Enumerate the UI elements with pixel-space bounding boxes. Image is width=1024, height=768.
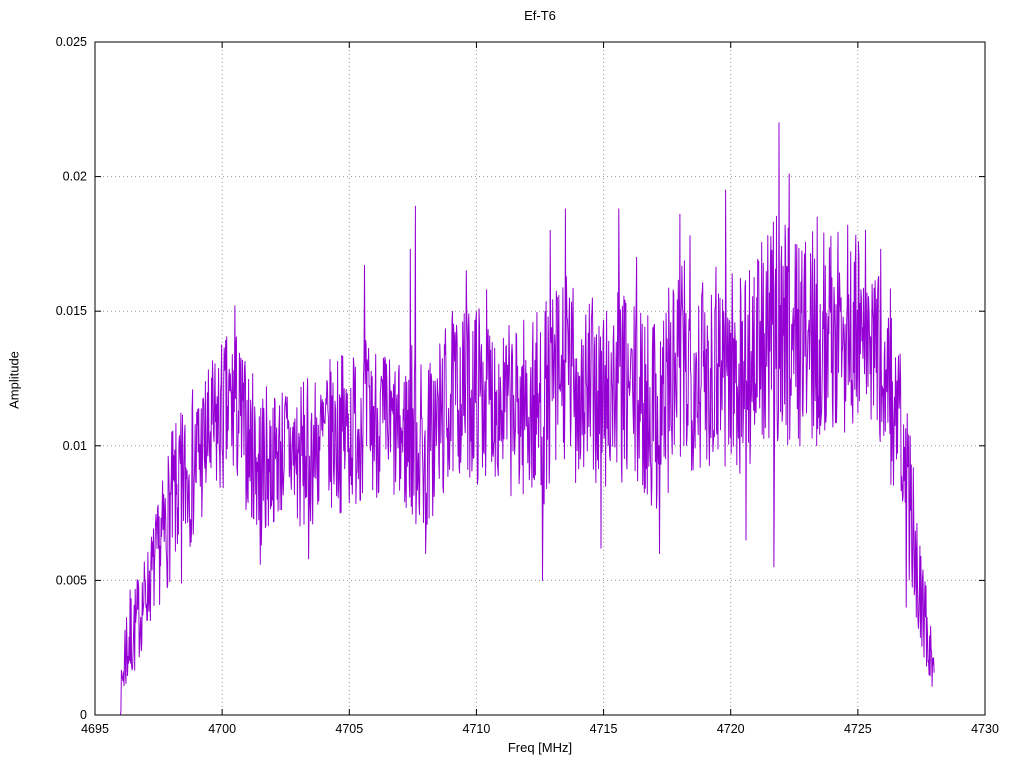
chart-title: Ef-T6: [524, 8, 556, 23]
x-tick-label: 4720: [717, 722, 745, 736]
y-tick-label: 0.005: [56, 573, 87, 587]
y-tick-label: 0.015: [56, 304, 87, 318]
y-tick-label: 0.01: [63, 439, 87, 453]
x-tick-label: 4730: [971, 722, 999, 736]
y-tick-label: 0.02: [63, 170, 87, 184]
plot-border: [94, 41, 986, 716]
x-tick-label: 4700: [208, 722, 236, 736]
x-tick-label: 4715: [590, 722, 618, 736]
y-tick-label: 0: [80, 708, 87, 722]
x-tick-label: 4695: [81, 722, 109, 736]
x-tick-label: 4710: [463, 722, 491, 736]
x-tick-label: 4725: [844, 722, 872, 736]
y-tick-label: 0.025: [56, 35, 87, 49]
y-axis-label: Amplitude: [6, 351, 22, 409]
x-tick-label: 4705: [335, 722, 363, 736]
data-line: [119, 122, 935, 715]
x-axis-label: Freq [MHz]: [507, 740, 573, 755]
